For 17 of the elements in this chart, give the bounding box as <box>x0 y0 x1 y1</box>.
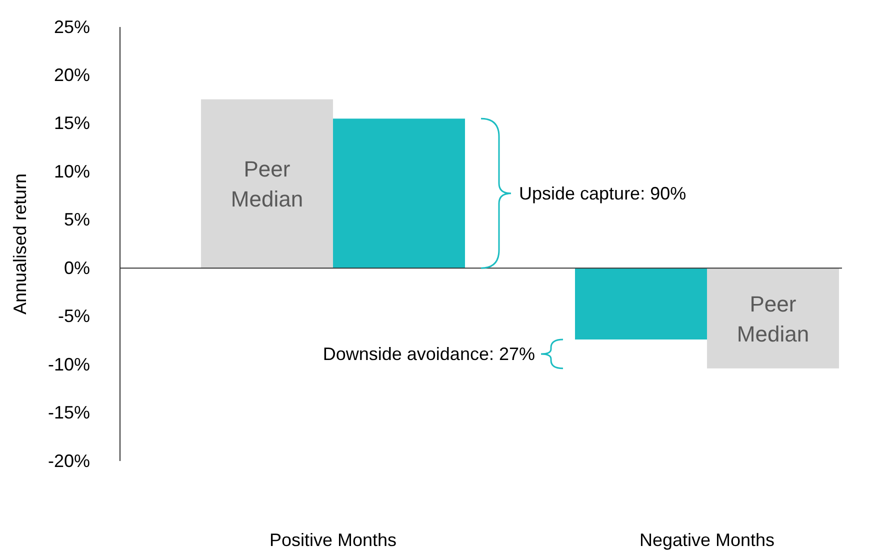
annotation: Upside capture: 90% <box>519 183 686 204</box>
series-label: Peer Median <box>736 291 810 346</box>
y-tick-label: -10% <box>48 354 90 374</box>
y-tick-label: -5% <box>58 306 90 326</box>
text: Peer Median <box>230 156 304 212</box>
y-tick-label: 20% <box>54 64 90 85</box>
y-tick-label: 25% <box>54 16 90 37</box>
annotation: Downside avoidance: 27% <box>322 344 535 364</box>
x-tick-label: Positive Months <box>269 530 397 550</box>
y-tick-label: 10% <box>54 161 90 182</box>
y-axis-title: Annualised return <box>10 173 30 315</box>
y-tick-label: 15% <box>54 113 90 134</box>
y-tick-label: 5% <box>64 210 90 230</box>
y-tick-label: 0% <box>64 258 90 278</box>
y-tick-label: -15% <box>48 402 90 423</box>
y-tick-label: -20% <box>48 450 90 471</box>
x-tick-label: Negative Months <box>639 530 775 550</box>
